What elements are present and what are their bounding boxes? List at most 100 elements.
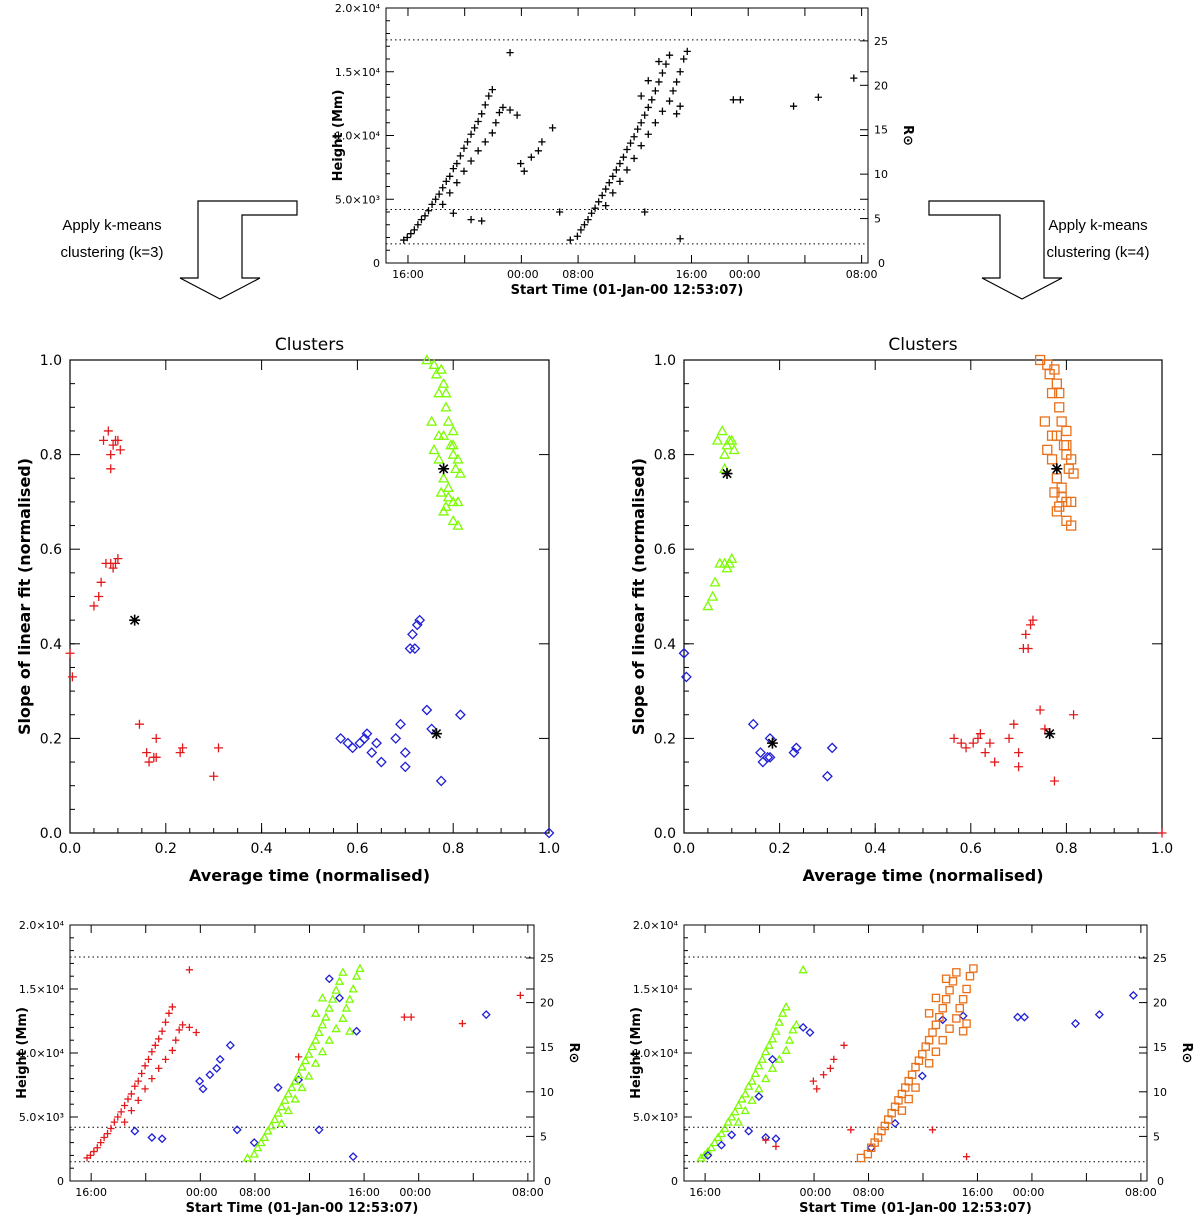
data-point-plus xyxy=(1014,762,1024,772)
data-point-diamond xyxy=(352,1026,362,1036)
data-point-plus xyxy=(577,226,585,234)
data-point-triangle xyxy=(447,514,459,526)
y2-tick-label: 20 xyxy=(874,79,888,92)
data-point-plus xyxy=(113,435,123,445)
data-point-triangle xyxy=(454,467,466,478)
data-point-diamond xyxy=(678,647,690,659)
data-point-diamond xyxy=(821,770,833,782)
y-tick-label: 0.2 xyxy=(40,731,62,747)
data-point-plus xyxy=(161,1055,170,1063)
series-green xyxy=(696,964,808,1162)
y-tick-label: 1.0 xyxy=(40,353,62,369)
data-point-triangle xyxy=(733,1117,744,1126)
data-point-diamond xyxy=(347,742,359,754)
data-point-triangle xyxy=(338,967,348,976)
data-point-square xyxy=(1051,430,1062,441)
y-tick-label: 5.0×10³ xyxy=(633,1111,678,1124)
data-point-diamond xyxy=(481,1010,491,1020)
data-point-diamond xyxy=(249,1138,259,1148)
data-point-plus xyxy=(90,1147,98,1156)
data-point-triangle xyxy=(723,1117,733,1126)
data-point-diamond xyxy=(727,1130,737,1140)
data-point-plus xyxy=(534,147,542,155)
y-tick-label: 0 xyxy=(57,1175,64,1188)
x-tick-label: 0.0 xyxy=(59,841,81,857)
data-point-diamond xyxy=(703,1150,713,1160)
x-tick-label: 16:00 xyxy=(689,1186,721,1199)
data-point-plus xyxy=(1021,629,1031,639)
data-point-plus xyxy=(446,189,454,197)
data-point-plus xyxy=(103,1130,112,1138)
series-green xyxy=(702,425,740,611)
data-point-diamond xyxy=(890,1118,900,1128)
data-point-plus xyxy=(619,153,628,161)
chart-title: Clusters xyxy=(888,335,957,355)
data-point-plus xyxy=(131,1082,139,1090)
data-point-square xyxy=(931,1020,941,1030)
data-point-square xyxy=(1054,387,1065,399)
x-axis-title: Start Time (01-Jan-00 12:53:07) xyxy=(186,1201,419,1216)
data-point-plus xyxy=(658,107,667,115)
data-point-plus xyxy=(1026,620,1036,630)
data-point-plus xyxy=(651,87,659,95)
data-point-square xyxy=(969,964,978,973)
y2-tick-label: 10 xyxy=(540,1086,554,1099)
data-point-triangle xyxy=(452,453,464,464)
data-point-triangle xyxy=(440,387,452,398)
data-point-triangle xyxy=(750,1068,761,1078)
data-point-plus xyxy=(840,1041,848,1049)
cluster-centroid-asterisk xyxy=(1051,463,1063,475)
data-point-diamond xyxy=(958,1011,968,1021)
data-point-diamond xyxy=(1128,990,1138,1000)
data-point-triangle xyxy=(345,994,355,1003)
data-point-triangle xyxy=(761,1046,771,1056)
data-point-plus xyxy=(637,142,645,150)
data-point-plus xyxy=(471,124,479,132)
data-point-plus xyxy=(506,49,514,57)
data-point-plus xyxy=(421,212,429,220)
y2-tick-label-zero: 0 xyxy=(1157,1175,1164,1188)
data-point-plus xyxy=(1009,719,1019,729)
data-point-plus xyxy=(669,87,677,95)
left-arrow xyxy=(179,200,298,300)
data-point-triangle xyxy=(442,415,455,426)
data-point-plus xyxy=(178,743,188,753)
data-point-triangle xyxy=(447,425,459,436)
data-point-plus xyxy=(517,159,525,168)
series-black xyxy=(129,463,450,740)
y-axis-title: Height (Mm) xyxy=(15,1007,30,1099)
data-point-plus xyxy=(151,1041,159,1049)
x-tick-label: 08:00 xyxy=(846,268,878,281)
data-point-plus xyxy=(127,1107,136,1115)
data-point-plus xyxy=(644,103,652,112)
y2-tick-label: 5 xyxy=(1153,1130,1160,1143)
cluster-centroid-asterisk xyxy=(438,463,450,475)
data-point-plus xyxy=(172,1036,180,1044)
data-point-diamond xyxy=(1019,1012,1029,1022)
data-point-triangle xyxy=(764,1040,774,1049)
y-axis-title: Height (Mm) xyxy=(331,90,346,182)
data-point-plus xyxy=(676,68,684,76)
data-point-diamond xyxy=(409,643,421,654)
data-point-square xyxy=(945,986,954,995)
data-point-plus xyxy=(107,1124,115,1133)
data-point-diamond xyxy=(404,643,416,654)
y-tick-label: 1.0 xyxy=(654,353,676,369)
data-point-triangle xyxy=(355,963,365,973)
y2-tick-label: 5 xyxy=(874,213,881,226)
data-point-plus xyxy=(209,771,219,781)
data-point-square xyxy=(856,1153,866,1163)
y-tick-label: 2.0×10⁴ xyxy=(19,919,65,932)
data-point-diamond xyxy=(754,1092,764,1102)
data-point-plus xyxy=(435,190,443,198)
data-point-triangle xyxy=(721,562,733,573)
data-point-diamond xyxy=(390,732,402,744)
x-tick-label: 0.6 xyxy=(346,841,368,857)
series-red xyxy=(83,966,524,1162)
data-point-diamond xyxy=(342,737,354,749)
data-point-diamond xyxy=(157,1134,167,1144)
y2-tick-label: 15 xyxy=(540,1041,554,1054)
y2-tick-label: 10 xyxy=(1153,1086,1167,1099)
data-point-plus xyxy=(481,138,489,146)
y2-tick-label: 5 xyxy=(540,1130,547,1143)
